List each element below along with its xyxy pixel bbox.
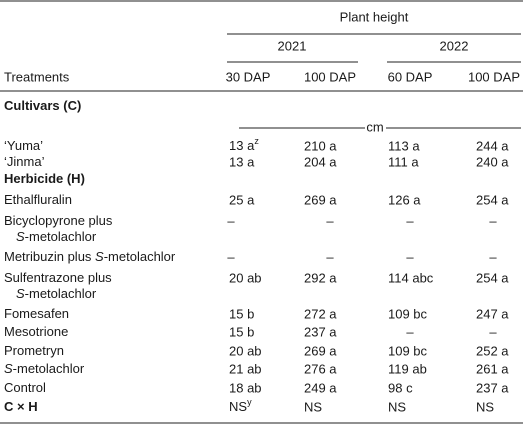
- cell: NS: [388, 399, 406, 414]
- label-segment: ‘Jinma’: [4, 154, 45, 169]
- row-label: Fomesafen: [4, 306, 69, 321]
- cell: –: [489, 324, 497, 339]
- cell: –: [227, 213, 235, 228]
- cell: 21 ab: [229, 361, 262, 376]
- column-header: 100 DAP: [468, 69, 520, 84]
- year-header: 2022: [440, 38, 469, 53]
- superscript: y: [247, 397, 252, 407]
- unit-label: cm: [366, 119, 383, 134]
- label-segment: S: [95, 249, 104, 264]
- cell: 269 a: [304, 343, 337, 358]
- row-label: Bicyclopyrone plus: [4, 213, 113, 228]
- cell: 98 c: [388, 380, 413, 395]
- cell: 111 a: [388, 154, 419, 169]
- stub-header: Treatments: [4, 69, 70, 84]
- cell: 254 a: [476, 270, 509, 285]
- label-segment: -metolachlor: [104, 249, 176, 264]
- row-label: Ethalfluralin: [4, 192, 72, 207]
- cell: 249 a: [304, 380, 337, 395]
- label-segment: Mesotrione: [4, 324, 68, 339]
- cell: 244 a: [476, 138, 509, 153]
- column-header: 100 DAP: [304, 69, 356, 84]
- cell-text: 13 a: [229, 138, 255, 153]
- label-segment: Fomesafen: [4, 306, 69, 321]
- cell-text: NS: [229, 399, 247, 414]
- label-segment: S: [4, 361, 13, 376]
- cell: 269 a: [304, 192, 337, 207]
- row-label: Herbicide (H): [4, 171, 85, 186]
- label-segment: ‘Yuma’: [4, 138, 43, 153]
- cell: 237 a: [304, 324, 337, 339]
- cell: 18 ab: [229, 380, 262, 395]
- cell: 20 ab: [229, 343, 262, 358]
- cell: 254 a: [476, 192, 509, 207]
- label-segment: S: [16, 286, 25, 301]
- row-label: C × H: [4, 399, 38, 414]
- label-segment: Control: [4, 380, 46, 395]
- cell: 114 abc: [388, 270, 434, 285]
- cell: –: [227, 249, 235, 264]
- cell: NS: [304, 399, 322, 414]
- row-label: S-metolachlor: [16, 286, 97, 301]
- cell: –: [489, 213, 497, 228]
- cell: 240 a: [476, 154, 509, 169]
- cell: 204 a: [304, 154, 337, 169]
- cell: –: [326, 249, 334, 264]
- cell: 109 bc: [388, 306, 428, 321]
- row-label: Cultivars (C): [4, 98, 81, 113]
- cell: –: [406, 249, 414, 264]
- cell: 210 a: [304, 138, 337, 153]
- row-label: Prometryn: [4, 343, 64, 358]
- cell: 15 b: [229, 324, 254, 339]
- cell: 252 a: [476, 343, 509, 358]
- cell: 119 ab: [388, 361, 427, 376]
- label-segment: Cultivars (C): [4, 98, 81, 113]
- column-header: 60 DAP: [388, 69, 433, 84]
- label-segment: -metolachlor: [25, 286, 97, 301]
- label-segment: Prometryn: [4, 343, 64, 358]
- row-label: Metribuzin plus S-metolachlor: [4, 249, 176, 264]
- label-segment: C × H: [4, 399, 38, 414]
- row-label: Mesotrione: [4, 324, 68, 339]
- cell: 109 bc: [388, 343, 428, 358]
- cell: 261 a: [476, 361, 509, 376]
- row-label: Control: [4, 380, 46, 395]
- cell: 276 a: [304, 361, 337, 376]
- label-segment: Bicyclopyrone plus: [4, 213, 113, 228]
- row-label: ‘Jinma’: [4, 154, 45, 169]
- cell: 13 az: [229, 136, 259, 153]
- group-header: Plant height: [340, 9, 409, 24]
- label-segment: S: [16, 229, 25, 244]
- label-segment: Metribuzin plus: [4, 249, 95, 264]
- row-label: ‘Yuma’: [4, 138, 43, 153]
- superscript: z: [254, 136, 259, 146]
- row-label: S-metolachlor: [4, 361, 85, 376]
- cell: –: [406, 324, 414, 339]
- label-segment: Sulfentrazone plus: [4, 270, 112, 285]
- cell: –: [489, 249, 497, 264]
- cell: 237 a: [476, 380, 509, 395]
- label-segment: -metolachlor: [25, 229, 97, 244]
- year-header: 2021: [278, 38, 307, 53]
- cell: NSy: [229, 397, 252, 414]
- label-segment: -metolachlor: [13, 361, 85, 376]
- cell: 15 b: [229, 306, 254, 321]
- cell: 20 ab: [229, 270, 262, 285]
- cell: –: [326, 213, 334, 228]
- cell: 247 a: [476, 306, 509, 321]
- cell: 113 a: [388, 138, 420, 153]
- cell: 272 a: [304, 306, 337, 321]
- row-label: S-metolachlor: [16, 229, 97, 244]
- cell: 126 a: [388, 192, 421, 207]
- cell: 13 a: [229, 154, 255, 169]
- cell: 25 a: [229, 192, 255, 207]
- row-label: Sulfentrazone plus: [4, 270, 112, 285]
- cell: 292 a: [304, 270, 337, 285]
- cell: –: [406, 213, 414, 228]
- cell: NS: [476, 399, 494, 414]
- label-segment: Ethalfluralin: [4, 192, 72, 207]
- label-segment: Herbicide (H): [4, 171, 85, 186]
- column-header: 30 DAP: [226, 69, 271, 84]
